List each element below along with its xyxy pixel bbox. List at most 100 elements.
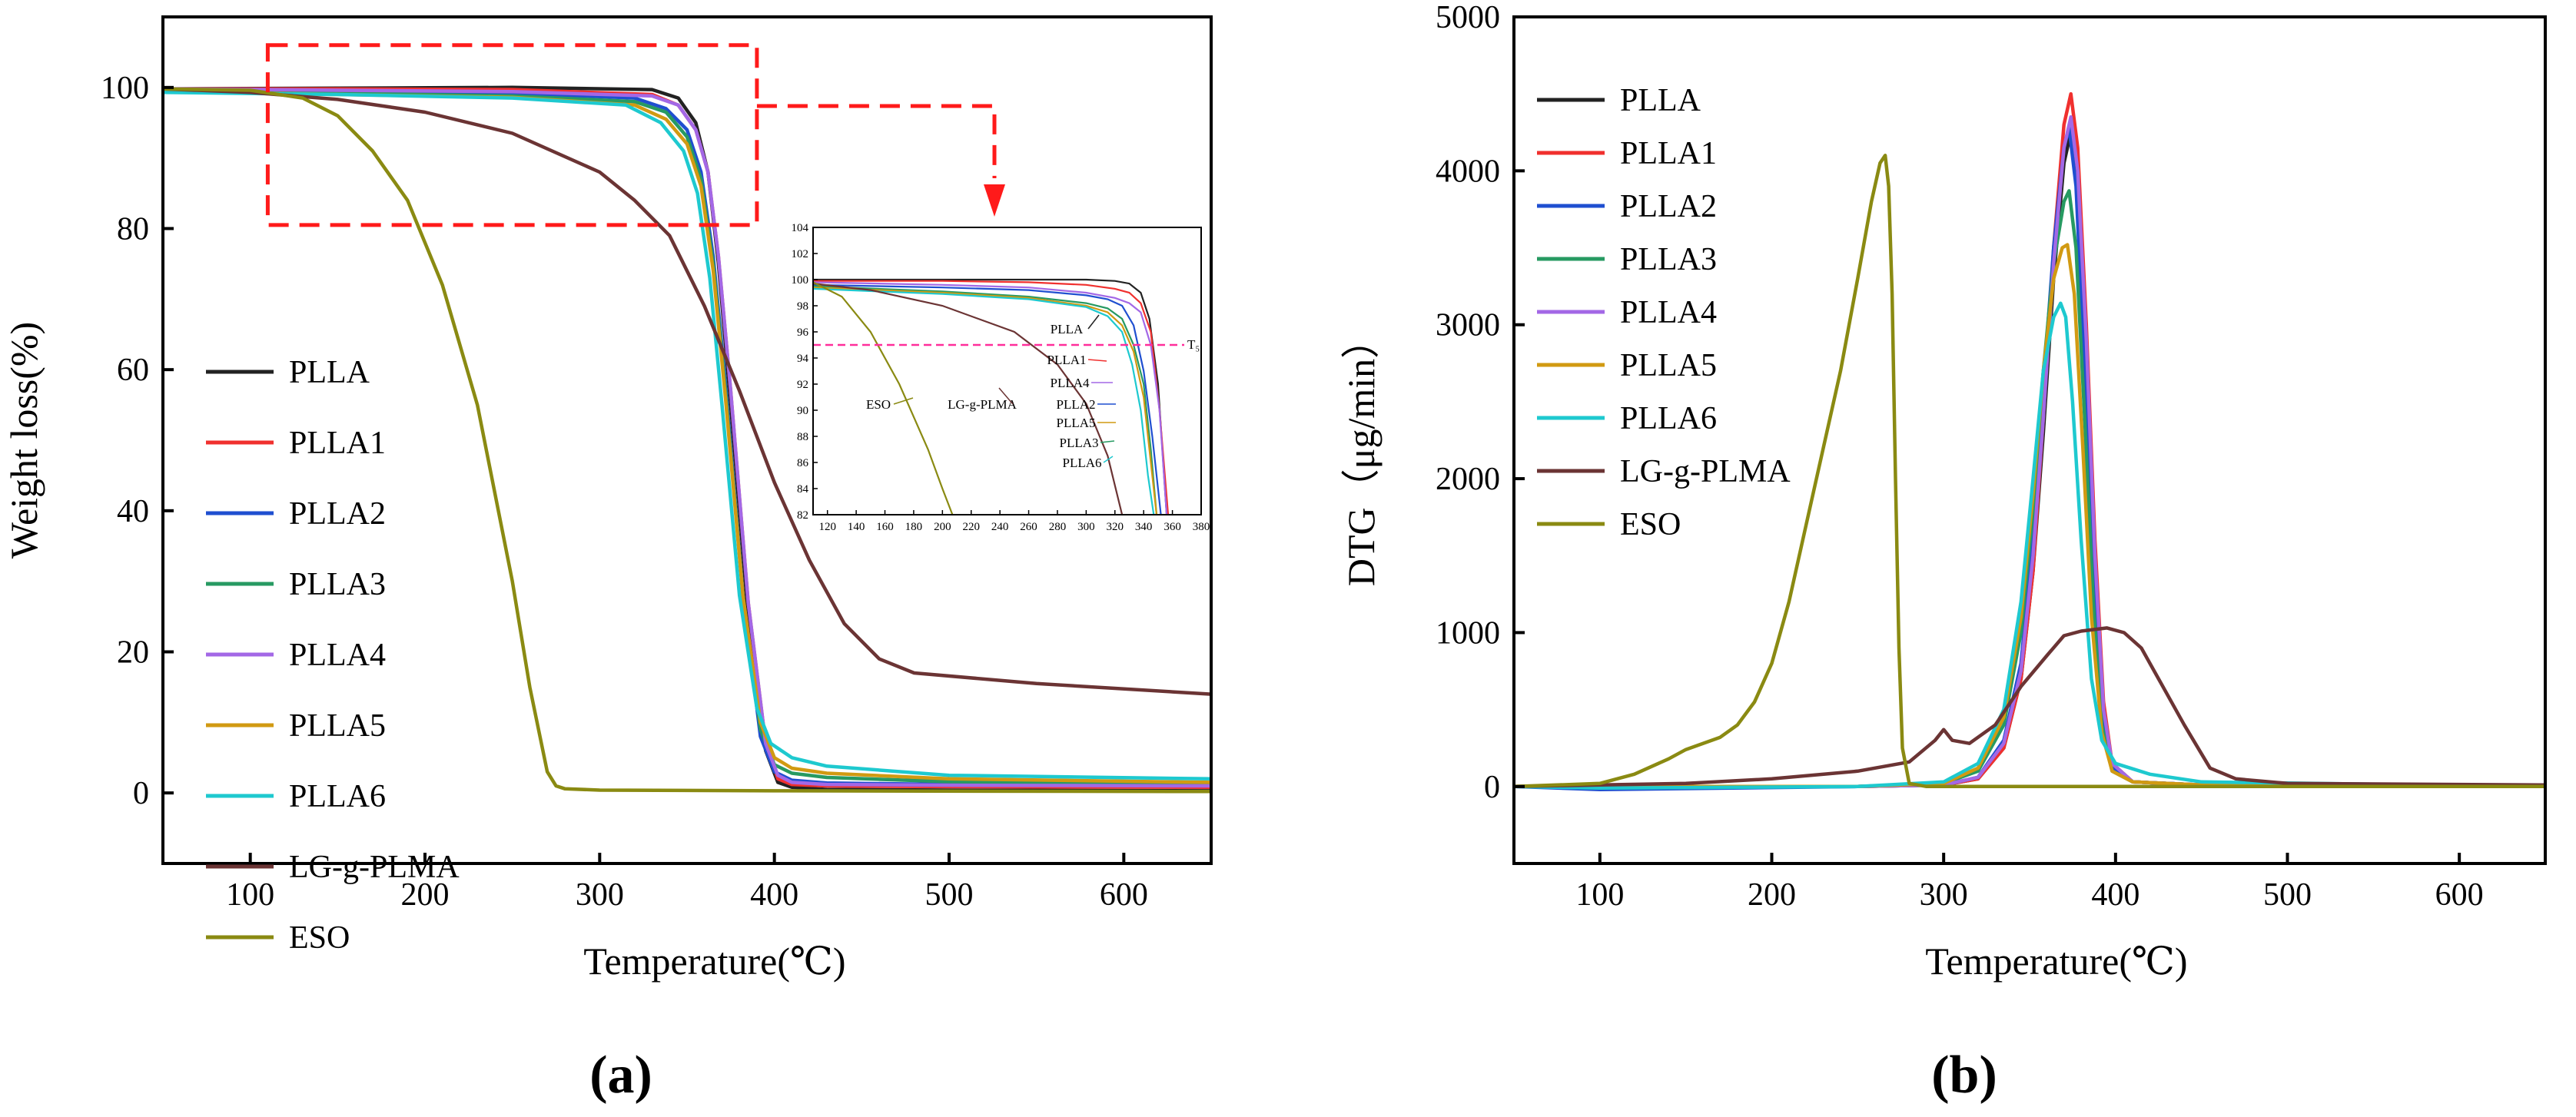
zoom-arrow-head <box>984 184 1005 217</box>
inset-label-eso: ESO <box>866 397 891 412</box>
inset-y-tick-label: 104 <box>792 222 809 234</box>
inset-x-tick-label: 260 <box>1020 521 1037 533</box>
series-line-eso <box>162 87 1212 794</box>
plot-frame-a <box>161 15 1213 865</box>
x-tick-label: 500 <box>925 877 974 913</box>
y-tick-label: 80 <box>117 212 149 247</box>
y-tick-label: 0 <box>1484 770 1500 805</box>
legend-label-plla2: PLLA2 <box>289 496 386 532</box>
y-tick-label: 4000 <box>1436 154 1500 189</box>
inset-x-tick-label: 280 <box>1049 521 1067 533</box>
series-line-plla5 <box>1514 243 2546 789</box>
inset-y-tick-label: 98 <box>797 300 808 313</box>
x-tick-label: 200 <box>1748 877 1796 913</box>
inset-x-tick-label: 340 <box>1135 521 1153 533</box>
y-tick-label: 20 <box>117 635 149 671</box>
inset-label-plla5: PLLA5 <box>1057 416 1096 430</box>
x-tick-label: 600 <box>1100 877 1148 913</box>
inset-line-eso <box>812 281 954 515</box>
inset-label-plla: PLLA <box>1051 322 1084 336</box>
legend-label-plla4: PLLA4 <box>1620 295 1717 330</box>
y-tick-label: 40 <box>117 494 149 529</box>
legend-label-eso: ESO <box>1620 507 1681 542</box>
series-line-plla4 <box>1514 114 2546 789</box>
panel-label-b: (b) <box>1931 1046 1997 1105</box>
legend-label-plla3: PLLA3 <box>289 567 386 602</box>
series-line-plla6 <box>1513 301 2546 791</box>
inset-line-plla3 <box>812 285 1158 515</box>
inset-y-tick-label: 88 <box>797 431 808 443</box>
legend-label-plla: PLLA <box>289 355 370 390</box>
inset-x-tick-label: 120 <box>818 521 836 533</box>
x-tick-label: 400 <box>750 877 798 913</box>
x-tick-label: 300 <box>1920 877 1968 913</box>
series-line-plla6 <box>162 91 1212 781</box>
inset-label-plla3: PLLA3 <box>1060 436 1099 450</box>
panel-label-a: (a) <box>589 1046 652 1105</box>
y-tick-label: 2000 <box>1436 462 1500 497</box>
inset-line-lg-g-plma <box>812 283 1124 515</box>
inset-label-plla4: PLLA4 <box>1051 376 1090 390</box>
plot-frame-b <box>1512 15 2547 865</box>
y-axis-label-a: Weight loss(%) <box>2 322 45 558</box>
legend-a: PLLA PLLA1 PLLA2 PLLA3 PLLA4 PLLA5 PLLA6 LG-g-P… <box>206 355 460 956</box>
legend-b: PLLA PLLA1 PLLA2 PLLA3 PLLA4 PLLA5 PLLA6 LG-g-P… <box>1537 83 1791 542</box>
inset-line-plla1 <box>813 280 1170 515</box>
legend-label-eso: ESO <box>289 920 350 956</box>
inset-label-lg-g-plma: LG-g-PLMA <box>948 397 1017 412</box>
dtg-chart: 100 200 300 400 500 600010002000300040005000 … <box>1339 0 2547 1105</box>
inset-y-tick-label: 94 <box>797 353 809 365</box>
inset-x-tick-label: 220 <box>962 521 980 533</box>
y-axis-label-b: DTG（μg/min） <box>1339 320 1383 586</box>
axis-ticks-b: 100 200 300 400 500 600 0 1000 2000 3000 4000 5000 <box>1436 0 2484 913</box>
inset-y-tick-label: 100 <box>792 274 809 287</box>
inset-pointer-plla3 <box>1100 440 1115 443</box>
x-axis-label-b: Temperature(℃) <box>1925 940 2187 983</box>
inset-x-tick-label: 180 <box>905 521 923 533</box>
inset-x-tick-label: 160 <box>876 521 894 533</box>
inset-y-tick-label: 82 <box>797 509 808 522</box>
legend-label-plla4: PLLA4 <box>289 638 386 673</box>
inset-y-tick-label: 90 <box>797 405 808 417</box>
y-tick-label: 0 <box>133 776 149 811</box>
x-tick-label: 500 <box>2263 877 2312 913</box>
legend-label-lg-g-plma: LG-g-PLMA <box>1620 454 1791 489</box>
legend-label-plla5: PLLA5 <box>289 708 386 744</box>
dtg-series <box>1513 91 2546 792</box>
legend-label-plla: PLLA <box>1620 83 1701 118</box>
series-line-lg-g-plma <box>1513 626 2546 789</box>
y-tick-label: 3000 <box>1436 308 1500 343</box>
inset-line-plla6 <box>812 287 1155 515</box>
x-tick-label: 100 <box>226 877 274 913</box>
y-tick-label: 5000 <box>1436 0 1500 35</box>
x-tick-label: 100 <box>1575 877 1624 913</box>
series-line-lg-g-plma <box>162 87 1212 696</box>
inset-pointer-plla1 <box>1087 359 1107 362</box>
weight-loss-chart: T₅ PLLA PLLA1 PLLA4 PLLA2 PLLA5 PLLA3 PLLA6 ESO L… <box>2 15 1213 1105</box>
inset-y-tick-label: 96 <box>797 326 809 339</box>
series-line-eso <box>1513 154 2545 789</box>
x-tick-label: 300 <box>576 877 624 913</box>
x-axis-label-a: Temperature(℃) <box>583 940 845 983</box>
inset-y-tick-label: 92 <box>797 379 808 391</box>
inset-pointer-eso <box>893 397 914 405</box>
inset-y-tick-label: 86 <box>797 457 809 469</box>
inset-y-tick-label: 84 <box>797 483 809 496</box>
inset-y-tick-label: 102 <box>792 248 809 260</box>
inset-x-tick-label: 360 <box>1164 521 1181 533</box>
ts-label: T₅ <box>1187 337 1200 352</box>
inset-x-tick-label: 200 <box>934 521 951 533</box>
series-line-plla4 <box>162 87 1212 788</box>
y-tick-label: 100 <box>101 71 149 106</box>
zoom-highlight <box>265 43 1005 227</box>
inset-line-plla2 <box>812 283 1162 515</box>
inset-frame <box>812 227 1202 515</box>
inset-x-tick-label: 140 <box>848 521 865 533</box>
legend-label-plla6: PLLA6 <box>1620 401 1717 436</box>
inset-label-plla1: PLLA1 <box>1047 353 1087 367</box>
legend-label-plla6: PLLA6 <box>289 779 386 814</box>
x-tick-label: 200 <box>401 877 450 913</box>
inset-background <box>813 227 1201 515</box>
inset-label-plla2: PLLA2 <box>1057 397 1096 412</box>
x-tick-label: 400 <box>2091 877 2139 913</box>
